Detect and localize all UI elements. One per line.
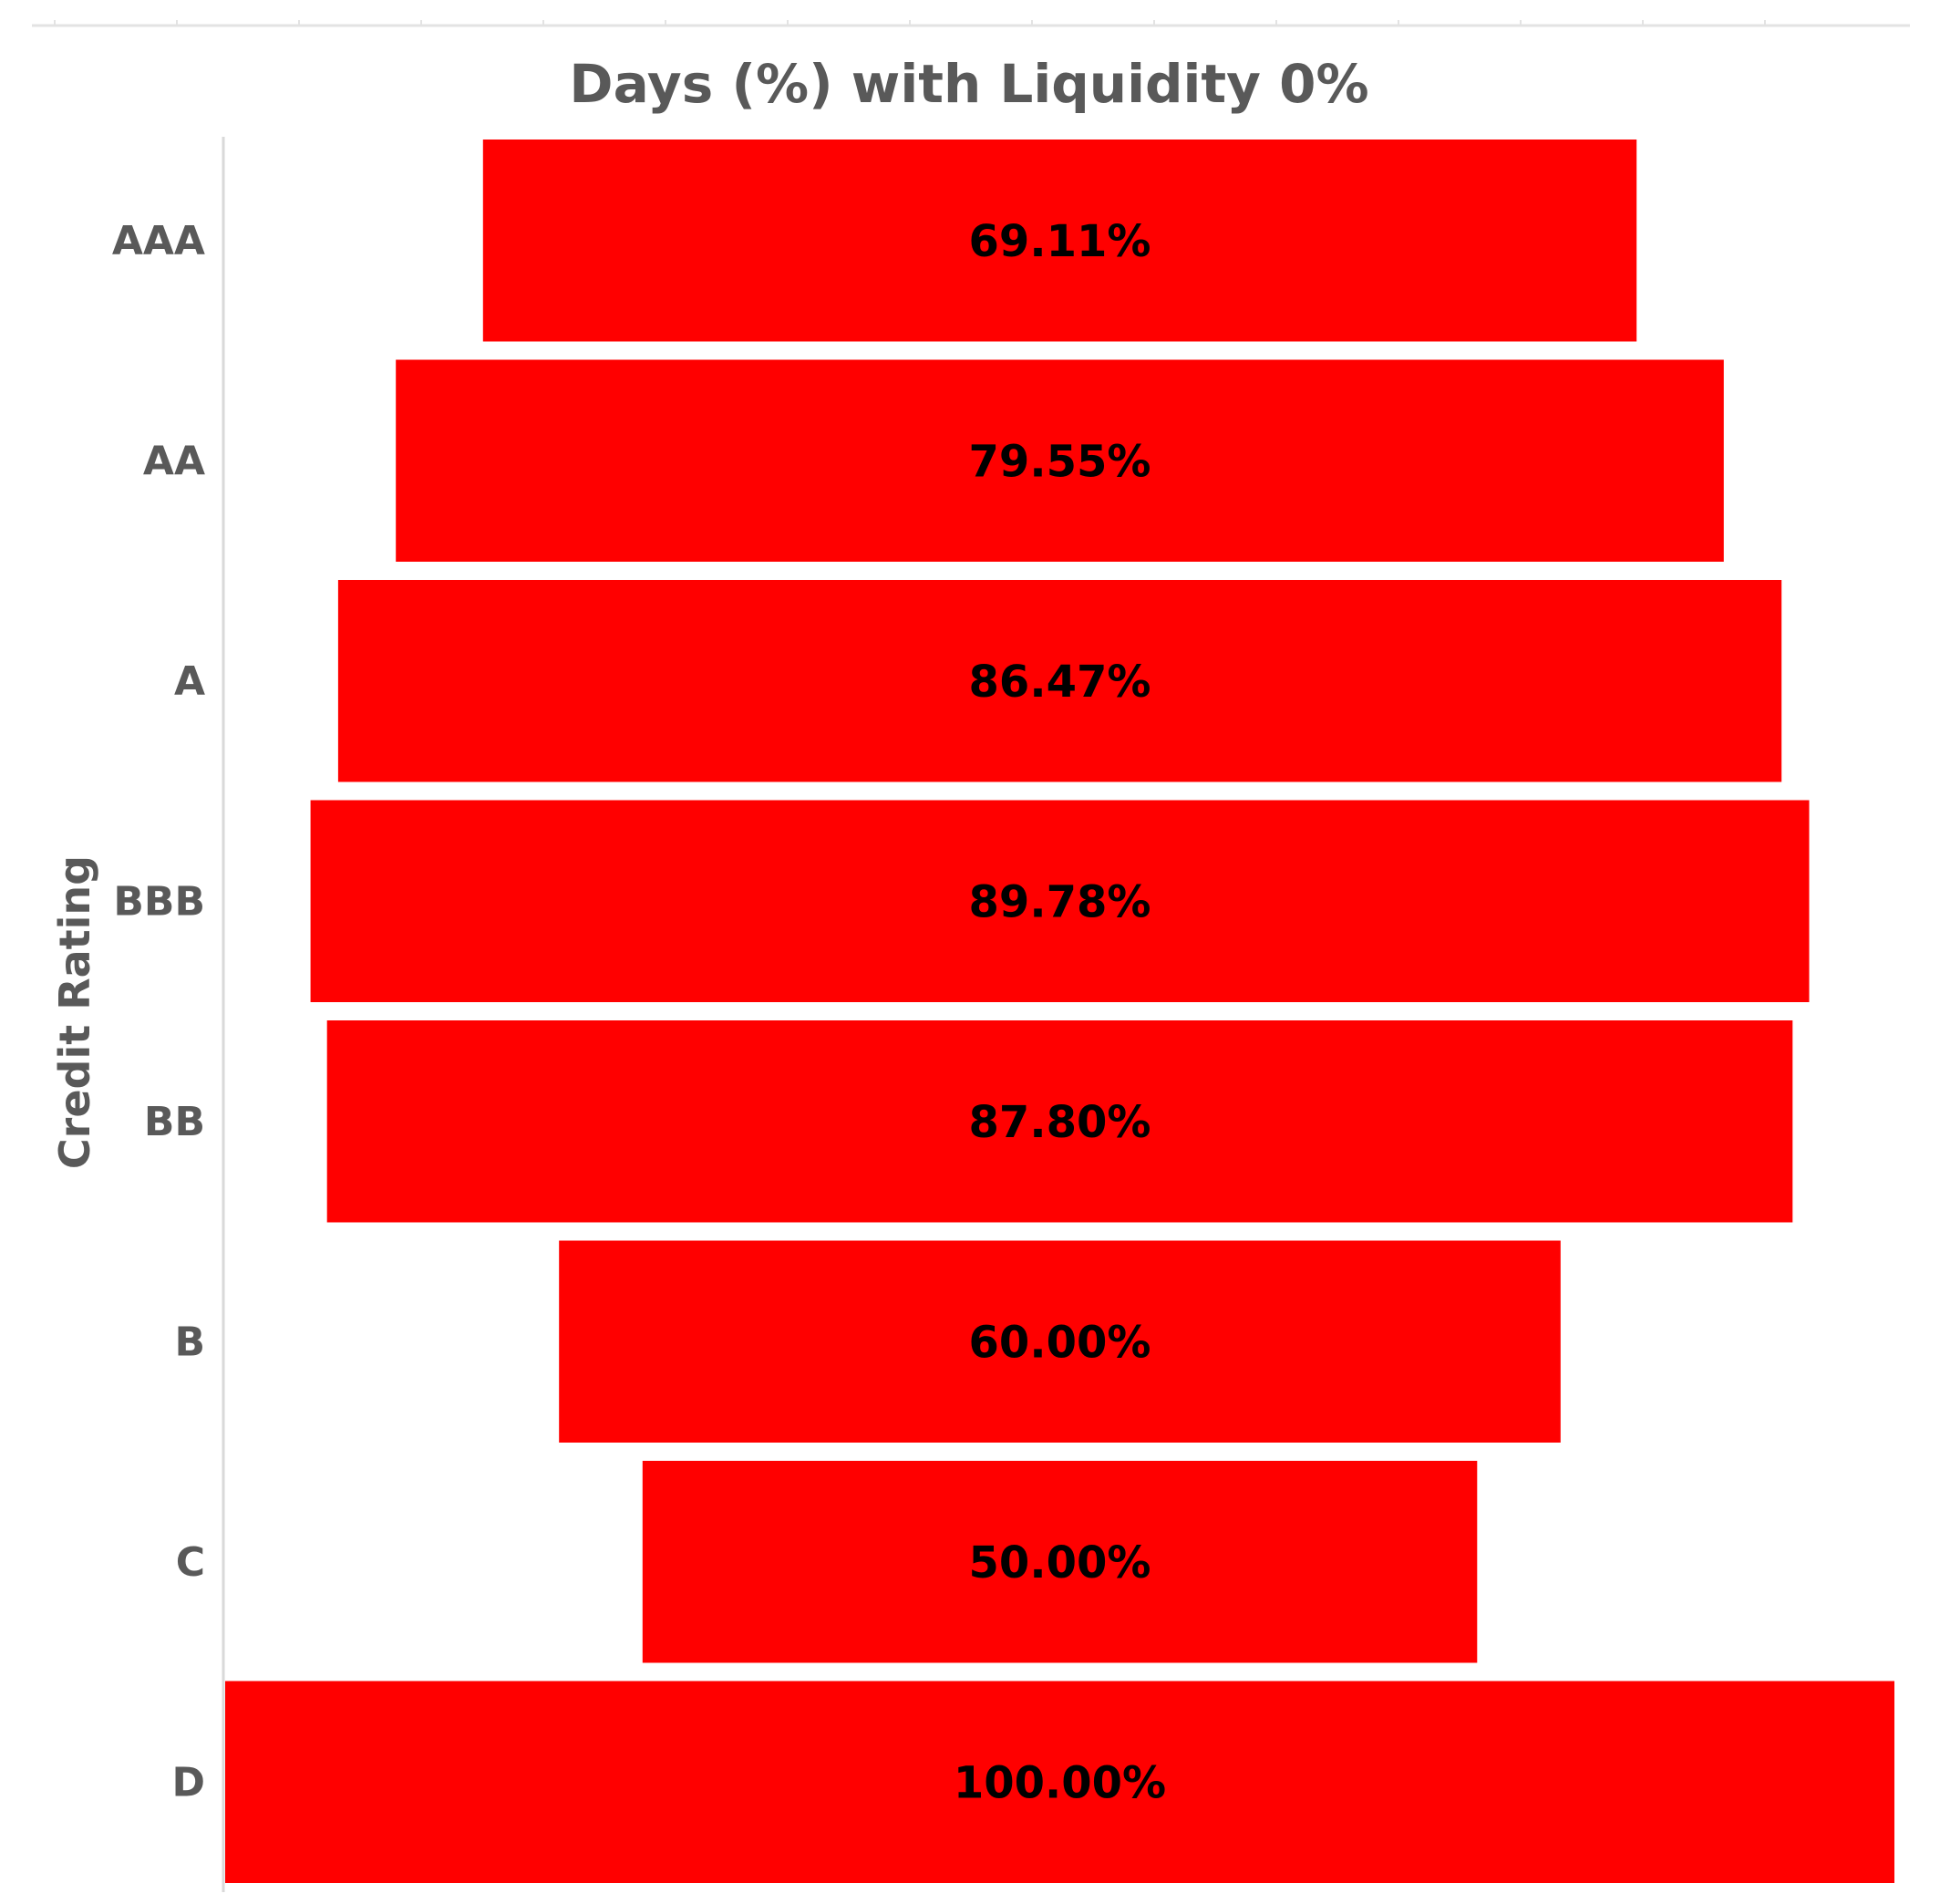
bar-a	[337, 580, 1782, 782]
bar-aa	[396, 359, 1724, 562]
bar-aaa	[482, 140, 1637, 342]
data-label-bb: 87.80%	[969, 1097, 1151, 1148]
y-axis-label: Credit Rating	[50, 855, 99, 1169]
y-tick-label-d: D	[171, 1759, 205, 1806]
bars-group	[225, 140, 1894, 1883]
y-tick-label-c: C	[176, 1539, 205, 1586]
bar-b	[559, 1240, 1561, 1443]
y-tick-label-aa: AA	[143, 438, 205, 484]
bar-bbb	[310, 800, 1810, 1002]
data-label-aaa: 69.11%	[969, 216, 1151, 267]
y-tick-label-bb: BB	[144, 1099, 205, 1145]
data-label-bbb: 89.78%	[969, 876, 1151, 927]
y-tick-label-bbb: BBB	[113, 878, 205, 925]
top-border-ticks	[54, 20, 1766, 26]
data-labels-group: 69.11% 79.55% 86.47% 89.78% 87.80% 60.00% 50.0…	[954, 216, 1166, 1809]
y-tick-label-b: B	[174, 1319, 205, 1365]
data-label-aa: 79.55%	[969, 436, 1151, 487]
bar-c	[642, 1461, 1478, 1663]
data-label-a: 86.47%	[969, 657, 1151, 708]
bar-bb	[326, 1020, 1793, 1223]
data-label-c: 50.00%	[969, 1537, 1151, 1588]
bar-d	[225, 1681, 1894, 1883]
data-label-b: 60.00%	[969, 1317, 1151, 1368]
chart-title: Days (%) with Liquidity 0%	[569, 53, 1368, 115]
y-tick-label-a: A	[174, 658, 205, 705]
data-label-d: 100.00%	[954, 1757, 1166, 1808]
y-tick-label-aaa: AAA	[112, 218, 205, 264]
